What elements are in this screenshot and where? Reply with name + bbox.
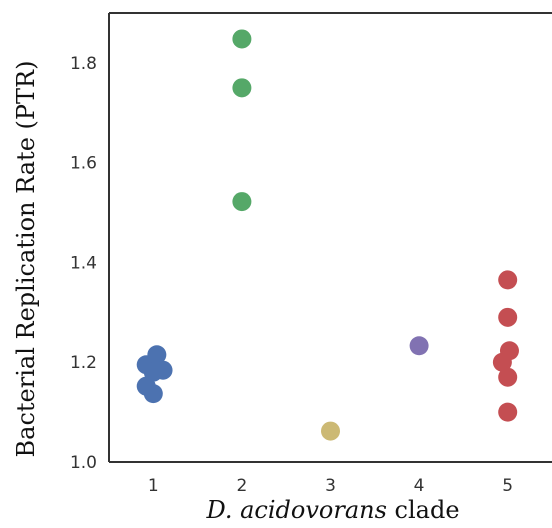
y-tick-label: 1.2 <box>70 353 97 373</box>
data-point-clade-1 <box>143 384 163 404</box>
data-point-clade-2 <box>232 192 252 212</box>
x-tick-label: 5 <box>502 476 513 496</box>
y-tick-label: 1.6 <box>70 154 97 174</box>
x-axis-ticks: 1 2 3 4 5 <box>148 476 513 496</box>
data-point-clade-5 <box>498 307 518 327</box>
x-tick-label: 4 <box>414 476 425 496</box>
y-axis-ticks: 1.0 1.2 1.4 1.6 1.8 <box>70 54 97 473</box>
x-tick-label: 1 <box>148 476 159 496</box>
data-point-clade-5 <box>492 352 512 372</box>
x-axis-title-rest: clade <box>387 496 460 523</box>
y-tick-label: 1.8 <box>70 54 97 74</box>
data-point-clade-1 <box>153 360 173 380</box>
plot-frame <box>108 12 552 463</box>
data-point-clade-5 <box>498 270 518 290</box>
y-axis-title: Bacterial Replication Rate (PTR) <box>12 61 40 458</box>
data-points <box>136 29 519 441</box>
x-tick-label: 3 <box>325 476 336 496</box>
data-point-clade-4 <box>409 336 429 356</box>
x-axis-title: D. acidovorans clade <box>205 496 459 523</box>
data-point-clade-2 <box>232 78 252 98</box>
data-point-clade-3 <box>321 421 340 441</box>
y-tick-label: 1.4 <box>70 253 97 273</box>
data-point-clade-1 <box>147 345 167 365</box>
x-tick-label: 2 <box>236 476 247 496</box>
data-point-clade-2 <box>232 29 252 49</box>
data-point-clade-5 <box>498 402 518 422</box>
x-axis-title-italic: D. acidovorans <box>205 496 386 523</box>
y-tick-label: 1.0 <box>70 453 97 473</box>
data-point-clade-5 <box>498 367 518 387</box>
